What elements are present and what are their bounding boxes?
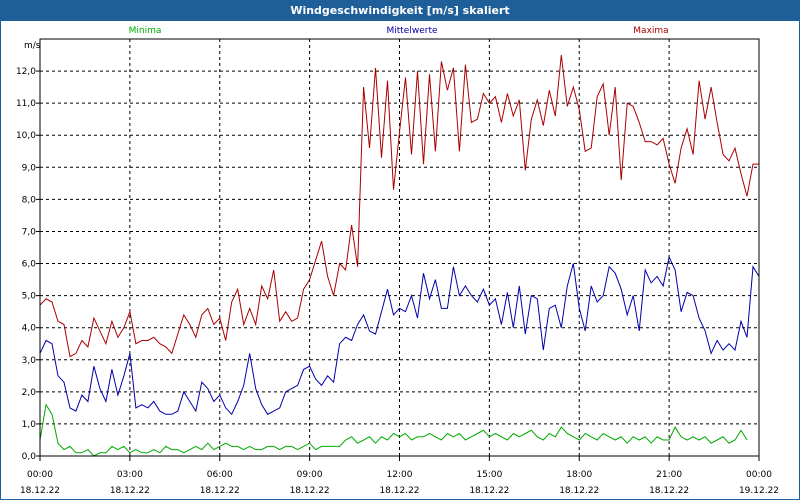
x-axis-ticks: 00:00 18.12.22 03:00 18.12.22 06:00 18.12.22 0… bbox=[20, 456, 779, 496]
series-line-maxima bbox=[39, 54, 760, 358]
x-tick-time-label: 15:00 bbox=[476, 470, 502, 480]
x-tick-date-label: 18.12.22 bbox=[469, 486, 509, 496]
x-tick-date-label: 18.12.22 bbox=[379, 486, 419, 496]
x-tick-date-label: 18.12.22 bbox=[649, 486, 689, 496]
x-tick-date-label: 18.12.22 bbox=[200, 486, 240, 496]
x-tick-time-label: 21:00 bbox=[656, 470, 682, 480]
legend: Minima Mittelwerte Maxima bbox=[129, 26, 669, 36]
x-tick-time-label: 00:00 bbox=[746, 470, 772, 480]
y-tick-label: 9,0 bbox=[22, 163, 37, 173]
y-tick-label: 5,0 bbox=[22, 292, 37, 302]
y-tick-label: 8,0 bbox=[22, 195, 37, 205]
x-tick-time-label: 06:00 bbox=[207, 470, 233, 480]
x-tick-date-label: 18.12.22 bbox=[290, 486, 330, 496]
x-tick-time-label: 18:00 bbox=[566, 470, 592, 480]
y-tick-label: 3,0 bbox=[22, 356, 37, 366]
x-tick-time-label: 00:00 bbox=[27, 470, 53, 480]
x-tick-time-label: 12:00 bbox=[387, 470, 413, 480]
y-tick-label: 6,0 bbox=[22, 260, 37, 270]
series-layer bbox=[39, 54, 760, 457]
y-tick-label: 7,0 bbox=[22, 227, 37, 237]
y-axis-ticks: 0,0 1,0 2,0 3,0 4,0 5,0 6,0 7,0 8,0 9,0 10,0 11,0 12… bbox=[16, 67, 40, 462]
legend-mittelwerte: Mittelwerte bbox=[386, 26, 437, 36]
y-tick-label: 11,0 bbox=[16, 99, 36, 109]
x-tick-date-label: 18.12.22 bbox=[20, 486, 60, 496]
chart-title: Windgeschwindigkeit [m/s] skaliert bbox=[1, 1, 799, 21]
y-tick-label: 1,0 bbox=[22, 420, 37, 430]
x-tick-time-label: 09:00 bbox=[297, 470, 323, 480]
x-tick-date-label: 19.12.22 bbox=[739, 486, 779, 496]
y-tick-label: 12,0 bbox=[16, 67, 36, 77]
x-tick-date-label: 18.12.22 bbox=[559, 486, 599, 496]
y-axis-label: m/s bbox=[24, 41, 41, 51]
x-tick-time-label: 03:00 bbox=[117, 470, 143, 480]
series-line-mittelwerte bbox=[39, 255, 760, 416]
y-tick-label: 10,0 bbox=[16, 131, 36, 141]
y-tick-label: 4,0 bbox=[22, 324, 37, 334]
legend-minima: Minima bbox=[129, 26, 162, 36]
y-tick-label: 2,0 bbox=[22, 388, 37, 398]
series-line-minima bbox=[39, 403, 748, 457]
grid-lines bbox=[40, 39, 759, 456]
y-tick-label: 0,0 bbox=[22, 452, 37, 462]
legend-maxima: Maxima bbox=[633, 26, 668, 36]
x-tick-date-label: 18.12.22 bbox=[110, 486, 150, 496]
